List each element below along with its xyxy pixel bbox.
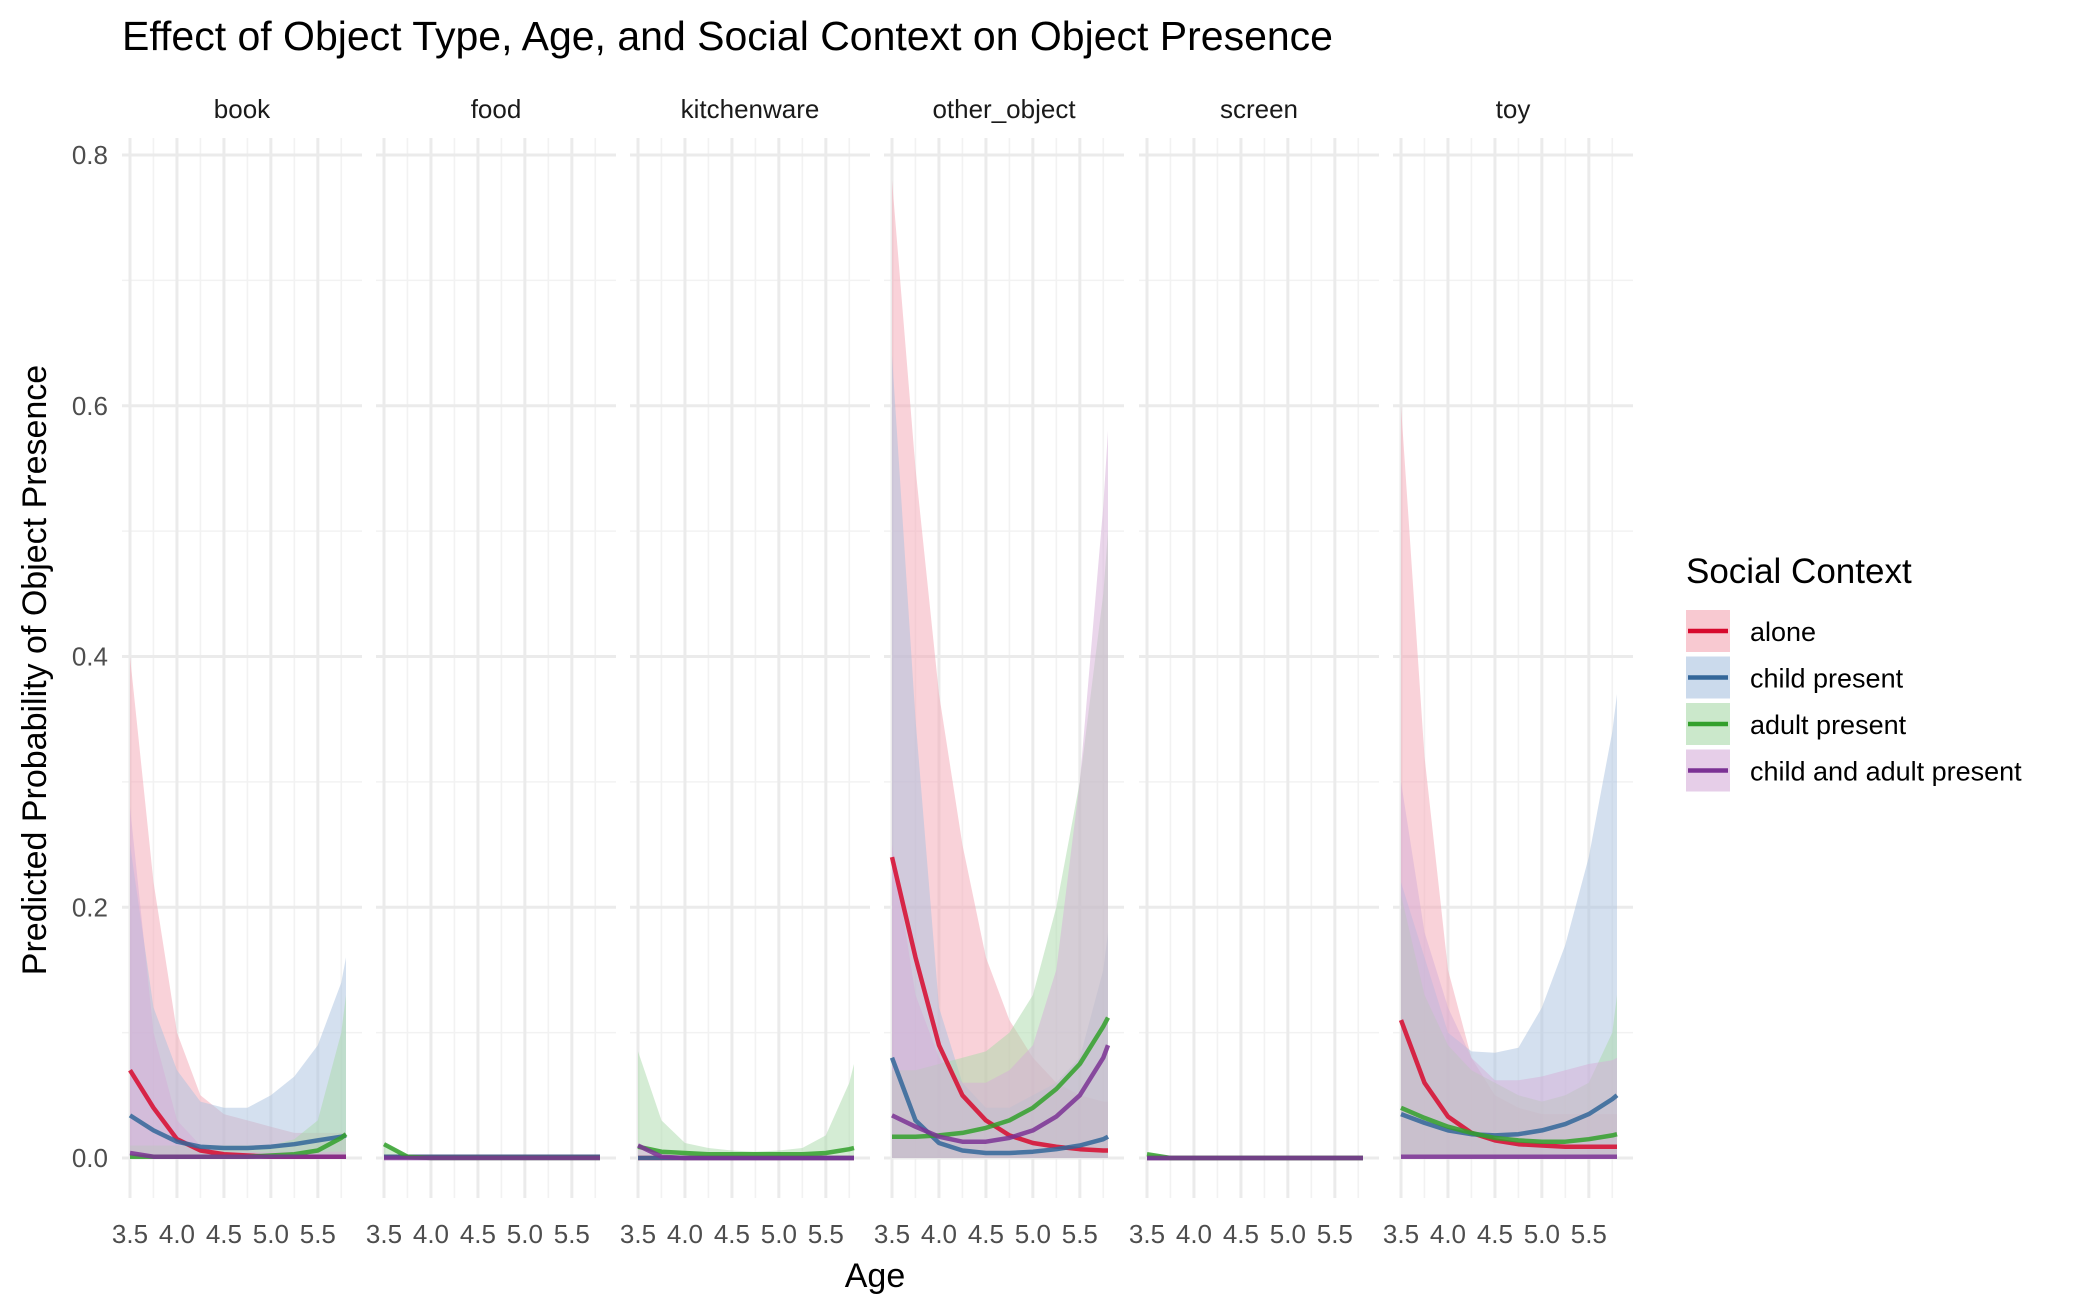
x-tick-label: 3.5 [620,1219,656,1249]
x-tick-label: 4.0 [413,1219,449,1249]
x-tick-label: 5.5 [1317,1219,1353,1249]
x-tick-label: 5.5 [554,1219,590,1249]
legend-label: child present [1750,664,1904,694]
x-axis-title: Age [845,1257,906,1295]
x-tick-label: 5.0 [253,1219,289,1249]
line-adult-present [1400,1105,1618,1144]
line-child-present [128,1113,347,1151]
y-tick-label: 0.2 [72,892,108,922]
facet-panel-other_object: other_object 3.5 4.0 4.5 5.0 5.5 [874,94,1124,1249]
ribbon-child-and-adult-present [130,807,346,1158]
ribbon-child-and-adult-present [1401,781,1617,1158]
y-tick-label: 0.6 [72,391,108,421]
facet-label: book [214,94,271,124]
y-tick-label: 0.4 [72,642,108,672]
legend: Social Context alone child present adult p… [1686,552,2022,792]
line-child-and-adult-present [637,1143,854,1161]
line-alone [1398,1019,1617,1149]
ribbon-alone [892,180,1108,1159]
x-tick-label: 4.5 [1477,1219,1513,1249]
facet-label: screen [1220,94,1298,124]
chart-title: Effect of Object Type, Age, and Social C… [122,13,1333,59]
x-tick-label: 5.5 [1062,1219,1098,1249]
x-tick-label: 5.5 [1571,1219,1607,1249]
ribbon-child-present [130,844,346,1158]
facet-label: kitchenware [681,94,820,124]
x-tick-label: 4.0 [159,1219,195,1249]
facet-label: toy [1496,94,1531,124]
x-tick-label: 4.0 [921,1219,957,1249]
ribbon-adult-present [130,995,346,1158]
facet-panel-food: food 3.5 4.0 4.5 5.0 5.5 [366,94,616,1249]
x-tick-label: 5.0 [761,1219,797,1249]
x-tick-label: 4.5 [968,1219,1004,1249]
x-tick-label: 4.0 [1430,1219,1466,1249]
y-axis: 0.0 0.2 0.4 0.6 0.8 [72,140,108,1173]
line-adult-present [637,1144,855,1157]
x-tick-label: 5.0 [1015,1219,1051,1249]
facet-label: food [471,94,522,124]
x-tick-label: 4.5 [460,1219,496,1249]
facet-panel-toy: toy 3.5 4.0 4.5 5.0 5.5 [1383,94,1633,1249]
x-tick-label: 3.5 [366,1219,402,1249]
x-tick-label: 5.0 [1524,1219,1560,1249]
legend-title: Social Context [1686,552,1912,591]
y-axis-title: Predicted Probability of Object Presence [16,365,54,975]
line-alone [889,856,1108,1153]
x-tick-label: 5.5 [808,1219,844,1249]
x-tick-label: 4.5 [714,1219,750,1249]
facet-panel-screen: screen 3.5 4.0 4.5 5.0 5.5 [1129,94,1379,1249]
line-child-present [1400,1093,1619,1138]
ribbon-adult-present [638,1051,854,1158]
legend-label: alone [1750,617,1816,647]
y-tick-label: 0.8 [72,140,108,170]
x-tick-label: 5.0 [507,1219,543,1249]
facet-panel-book: book 3.5 4.0 4.5 5.0 5.5 [112,94,362,1249]
facet-panel-kitchenware: kitchenware 3.5 4.0 4.5 5.0 5.5 [620,94,870,1249]
x-tick-label: 5.0 [1270,1219,1306,1249]
line-adult-present [892,1016,1110,1139]
x-tick-label: 4.5 [1223,1219,1259,1249]
x-tick-label: 3.5 [874,1219,910,1249]
y-tick-label: 0.0 [72,1143,108,1173]
legend-label: adult present [1750,710,1907,740]
x-tick-label: 3.5 [1383,1219,1419,1249]
x-tick-label: 3.5 [112,1219,148,1249]
line-child-and-adult-present [129,1150,346,1159]
x-tick-label: 5.5 [300,1219,336,1249]
line-child-and-adult-present [891,1044,1111,1144]
x-tick-label: 4.0 [667,1219,703,1249]
legend-label: child and adult present [1750,757,2022,787]
facet-label: other_object [932,94,1076,124]
x-tick-label: 4.0 [1176,1219,1212,1249]
x-tick-label: 4.5 [206,1219,242,1249]
x-tick-label: 3.5 [1129,1219,1165,1249]
